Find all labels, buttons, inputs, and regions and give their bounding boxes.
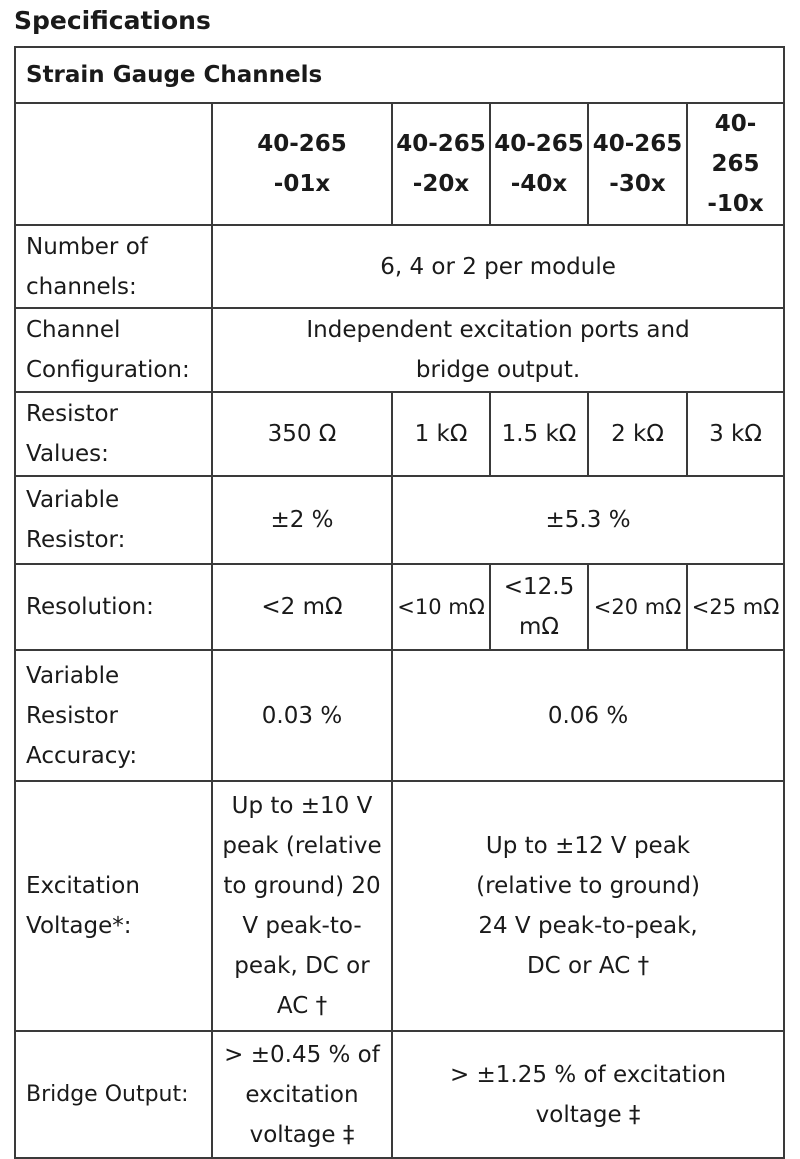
cell-value: Up to ±10 V peak (relative to ground) 20… (211, 780, 393, 1032)
row-label: Excitation Voltage*: (14, 780, 213, 1032)
cell-value: 3 kΩ (685, 391, 786, 477)
table-row: Resolution: <2 mΩ <10 mΩ <12.5 mΩ <20 mΩ… (14, 563, 786, 651)
table-row: Excitation Voltage*: Up to ±10 V peak (r… (14, 780, 786, 1032)
empty-header-cell (14, 102, 213, 226)
model-header-row: 40-265 -01x 40-265 -20x 40-265 -40x 40-2… (14, 102, 786, 226)
row-label: Channel Configuration: (14, 307, 213, 393)
model-header: 40-265 -10x (685, 102, 786, 226)
cell-value: 1.5 kΩ (489, 391, 589, 477)
model-header: 40-265 -20x (391, 102, 491, 226)
cell-value: <25 mΩ (685, 563, 786, 651)
table-row: Channel Configuration: Independent excit… (14, 307, 786, 393)
row-label: Variable Resistor: (14, 475, 213, 565)
table-row: Bridge Output: > ±0.45 % of excitation v… (14, 1030, 786, 1159)
cell-value: > ±1.25 % of excitation voltage ‡ (390, 1030, 786, 1159)
cell-value: 350 Ω (211, 391, 393, 477)
table-row: Variable Resistor Accuracy: 0.03 % 0.06 … (14, 649, 786, 782)
section-header-row: Strain Gauge Channels (13, 46, 786, 104)
row-label: Number of channels: (14, 224, 213, 309)
row-label: Resolution: (14, 563, 213, 651)
cell-value: Independent excitation ports and bridge … (210, 307, 786, 393)
spec-table: Strain Gauge Channels 40-265 -01x 40-265… (13, 46, 786, 1159)
cell-value: ±2 % (211, 475, 393, 565)
row-label: Resistor Values: (14, 391, 213, 477)
table-row: Number of channels: 6, 4 or 2 per module (14, 224, 786, 309)
row-label: Bridge Output: (14, 1030, 213, 1159)
cell-value: <20 mΩ (587, 563, 688, 651)
page-title: Specifications (14, 6, 211, 35)
cell-value: 2 kΩ (587, 391, 688, 477)
cell-value: 0.03 % (211, 649, 393, 782)
table-row: Resistor Values: 350 Ω 1 kΩ 1.5 kΩ 2 kΩ … (14, 391, 786, 477)
cell-value: Up to ±12 V peak (relative to ground) 24… (390, 780, 786, 1032)
table-row: Variable Resistor: ±2 % ±5.3 % (14, 475, 786, 565)
model-header: 40-265 -01x (211, 102, 393, 226)
section-title: Strain Gauge Channels (13, 46, 786, 104)
cell-value: 0.06 % (390, 649, 786, 782)
cell-value: 6, 4 or 2 per module (210, 224, 786, 309)
cell-value: <12.5 mΩ (489, 563, 589, 651)
cell-value: <10 mΩ (391, 563, 491, 651)
model-header: 40-265 -40x (489, 102, 589, 226)
cell-value: 1 kΩ (391, 391, 491, 477)
cell-value: <2 mΩ (211, 563, 393, 651)
cell-value: ±5.3 % (390, 475, 786, 565)
row-label: Variable Resistor Accuracy: (14, 649, 213, 782)
model-header: 40-265 -30x (587, 102, 688, 226)
cell-value: > ±0.45 % of excitation voltage ‡ (211, 1030, 393, 1159)
